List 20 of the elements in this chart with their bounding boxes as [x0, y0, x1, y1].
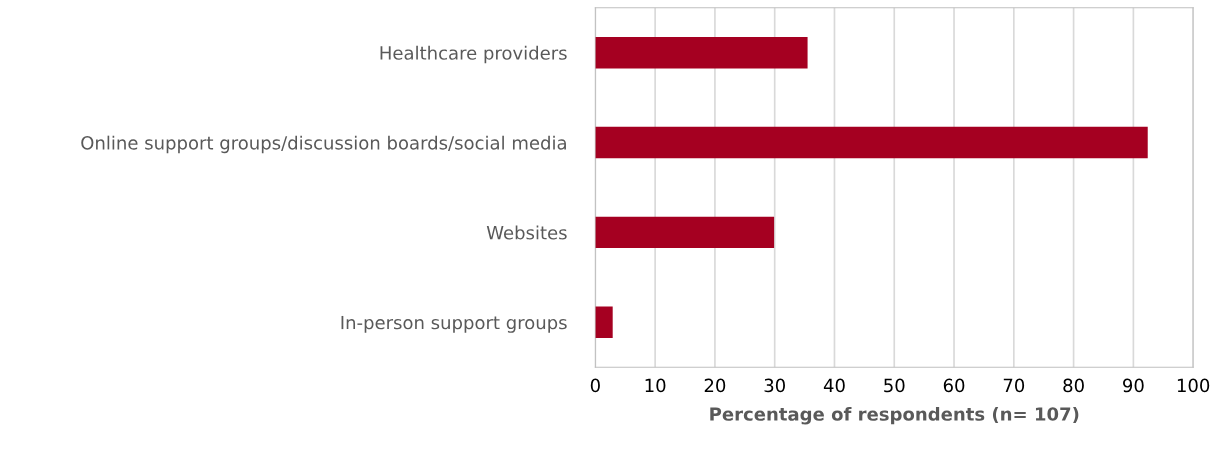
x-axis-title: Percentage of respondents (n= 107)	[710, 406, 1079, 425]
x-tick-label: 90	[1123, 378, 1144, 393]
y-tick-label: Healthcare providers	[380, 45, 567, 64]
bar	[595, 36, 808, 69]
x-tick-label: 70	[1003, 378, 1025, 393]
x-tick-label: 30	[764, 378, 785, 393]
y-tick-label: Online support groups/discussion boards/social media	[81, 135, 566, 154]
x-tick-label: 10	[645, 378, 666, 393]
x-tick-label: 0	[590, 378, 600, 393]
x-tick-label: 80	[1063, 378, 1084, 393]
x-tick-label: 50	[884, 378, 905, 393]
x-tick-label: 100	[1177, 378, 1210, 393]
y-tick-label: In-person support groups	[341, 315, 567, 333]
x-tick-label: 60	[943, 378, 965, 393]
y-tick-label: Websites	[486, 225, 567, 240]
bar	[595, 306, 613, 338]
bar	[595, 126, 1148, 159]
x-tick-label: 40	[823, 378, 845, 393]
x-tick-label: 20	[704, 378, 726, 393]
bar	[595, 216, 775, 249]
